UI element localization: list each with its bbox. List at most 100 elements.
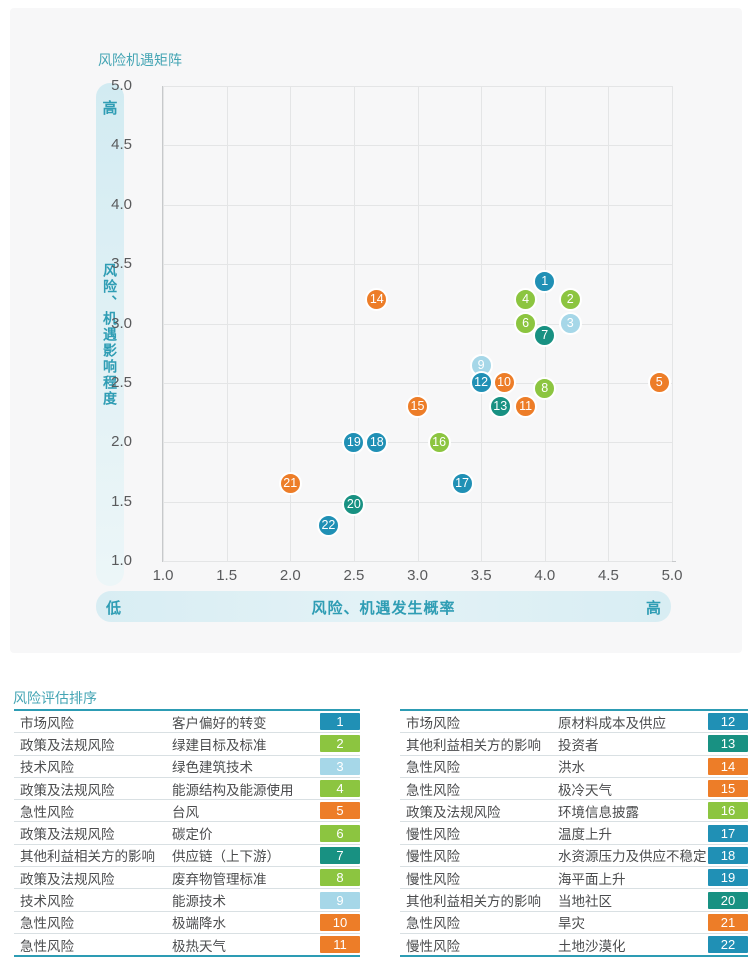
x-tick-label: 1.5 [216,567,238,584]
table-row: 政策及法规风险 碳定价 6 [14,822,360,845]
table-row: 政策及法规风险 环境信息披露 16 [400,800,748,823]
rank-badge: 5 [320,802,360,820]
row-category: 其他利益相关方的影响 [406,894,541,910]
row-category: 急性风险 [406,916,460,932]
data-point-3: 3 [558,312,582,335]
risk-matrix-card: 风险机遇矩阵 高 风险、机遇影响程度 2 4 6 8 16 3 9 1 12 17 18 19 22 7 1… [10,8,742,653]
y-tick-label: 4.5 [111,136,132,154]
data-point-13: 13 [488,395,512,419]
row-item: 水资源压力及供应不稳定 [558,849,707,865]
row-item: 供应链（上下游） [172,849,280,865]
table-row: 技术风险 绿色建筑技术 3 [14,756,360,778]
data-point-2: 2 [558,288,582,312]
table-row: 其他利益相关方的影响 投资者 13 [400,733,748,756]
table-row: 政策及法规风险 能源结构及能源使用 4 [14,778,360,801]
row-category: 慢性风险 [406,827,460,843]
x-axis-high-label: 高 [645,600,661,617]
gridline-horizontal [163,442,672,444]
table-row: 急性风险 台风 5 [14,800,360,823]
row-category: 慢性风险 [406,871,460,887]
y-tick-label: 3.5 [111,255,132,273]
y-axis-band: 高 风险、机遇影响程度 [96,83,124,586]
data-point-18: 18 [365,430,389,454]
data-point-19: 19 [342,430,366,454]
rank-badge: 2 [320,735,360,753]
row-item: 极热天气 [172,938,226,954]
row-item: 原材料成本及供应 [558,715,666,731]
x-tick-label: 4.0 [534,567,556,584]
table-row: 政策及法规风险 废弃物管理标准 8 [14,867,360,890]
x-axis-low-label: 低 [106,600,122,617]
ranking-title: 风险评估排序 [13,690,97,706]
table-row: 慢性风险 水资源压力及供应不稳定 18 [400,845,748,868]
rank-badge: 17 [708,824,748,842]
rank-badge: 4 [320,780,360,798]
row-category: 其他利益相关方的影响 [20,849,155,865]
rank-badge: 21 [708,913,748,931]
row-category: 急性风险 [406,760,460,776]
row-category: 市场风险 [20,715,74,731]
x-tick-label: 1.0 [152,567,174,584]
table-row: 慢性风险 温度上升 17 [400,822,748,845]
chart-title: 风险机遇矩阵 [98,52,182,68]
data-point-21: 21 [278,472,302,496]
rank-badge: 10 [320,913,360,931]
row-item: 旱灾 [558,916,585,932]
row-item: 极冷天气 [558,782,612,798]
rank-badge: 6 [320,824,360,842]
rank-badge: 18 [708,846,748,864]
data-point-1: 1 [533,270,557,294]
gridline-vertical [544,86,546,561]
row-category: 慢性风险 [406,938,460,954]
row-item: 土地沙漠化 [558,938,626,954]
rank-badge: 15 [708,780,748,798]
rank-badge: 8 [320,869,360,887]
table-row: 政策及法规风险 绿建目标及标准 2 [14,733,360,756]
row-category: 政策及法规风险 [406,804,501,820]
y-tick-label: 1.5 [111,492,132,510]
y-axis-title: 风险、机遇影响程度 [102,262,118,407]
ranking-table-left: 市场风险 客户偏好的转变 1 政策及法规风险 绿建目标及标准 2 技术风险 绿色建筑技术 3 政策… [14,709,360,957]
gridline-vertical [608,86,610,561]
row-category: 急性风险 [20,938,74,954]
y-tick-label: 1.0 [111,552,132,569]
data-point-4: 4 [514,288,538,312]
row-item: 温度上升 [558,827,612,843]
x-tick-label: 3.5 [470,567,492,584]
data-point-20: 20 [342,492,366,516]
data-point-8: 8 [533,377,557,401]
table-row: 慢性风险 土地沙漠化 22 [400,934,748,955]
row-category: 政策及法规风险 [20,737,115,753]
x-tick-label: 5.0 [661,567,683,584]
row-item: 极端降水 [172,916,226,932]
row-item: 环境信息披露 [558,804,639,820]
y-tick-label: 4.0 [111,195,132,213]
y-tick-label: 3.0 [111,314,132,332]
table-row: 急性风险 旱灾 21 [400,912,748,934]
data-point-5: 5 [647,371,671,395]
gridline-horizontal [163,561,672,562]
row-category: 技术风险 [20,760,74,776]
table-row: 市场风险 客户偏好的转变 1 [14,711,360,734]
table-row: 急性风险 极热天气 11 [14,934,360,955]
row-category: 政策及法规风险 [20,871,115,887]
gridline-horizontal [163,382,672,384]
row-category: 急性风险 [20,804,74,820]
table-row: 急性风险 极端降水 10 [14,912,360,934]
data-point-12: 12 [469,371,493,395]
row-item: 客户偏好的转变 [172,715,267,731]
x-axis-title: 风险、机遇发生概率 [311,600,456,617]
rank-badge: 14 [708,757,748,775]
row-category: 其他利益相关方的影响 [406,737,541,753]
data-point-14: 14 [365,288,389,312]
ranking-table-right: 市场风险 原材料成本及供应 12 其他利益相关方的影响 投资者 13 急性风险 洪水 14 急性风… [400,709,748,957]
table-row: 其他利益相关方的影响 当地社区 20 [400,889,748,912]
rank-badge: 20 [708,891,748,909]
x-axis-band: 低 风险、机遇发生概率 高 [96,591,671,622]
row-category: 急性风险 [20,916,74,932]
row-item: 碳定价 [172,827,213,843]
y-axis-high-label: 高 [102,100,118,117]
rank-badge: 22 [708,936,748,954]
data-point-16: 16 [427,430,451,454]
table-row: 急性风险 洪水 14 [400,756,748,778]
